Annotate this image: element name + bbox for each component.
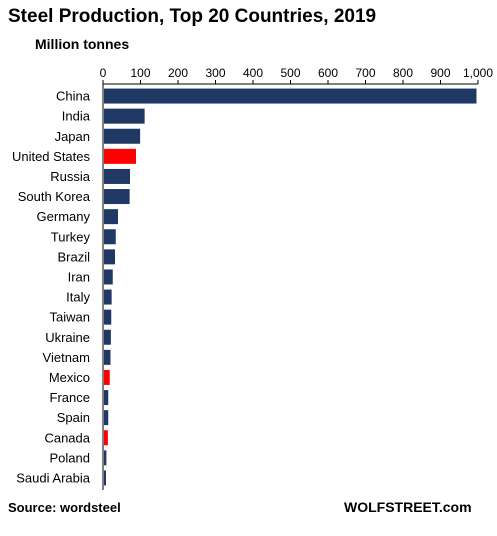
bar	[104, 209, 118, 225]
category-label: South Korea	[18, 189, 91, 204]
x-tick-label: 300	[205, 66, 225, 80]
bar	[104, 269, 113, 285]
x-tick-label: 1,000	[463, 66, 493, 80]
bar	[104, 349, 111, 365]
category-label: Saudi Arabia	[16, 470, 90, 485]
x-tick-label: 0	[100, 66, 107, 80]
x-tick-label: 500	[280, 66, 300, 80]
bar	[104, 148, 136, 164]
brand-label: WOLFSTREET.com	[344, 499, 472, 515]
category-label: Iran	[68, 269, 90, 284]
x-tick-label: 900	[430, 66, 450, 80]
bar	[104, 329, 111, 345]
bar	[104, 88, 477, 104]
bar	[104, 189, 130, 205]
category-label: Italy	[66, 290, 90, 305]
category-label: Japan	[55, 129, 90, 144]
bar	[104, 470, 106, 486]
category-label: Canada	[44, 430, 90, 445]
bar	[104, 390, 109, 406]
bar	[104, 249, 115, 265]
bar	[104, 168, 130, 184]
bar	[104, 108, 145, 124]
category-label: Turkey	[51, 229, 91, 244]
bar	[104, 289, 112, 305]
x-tick-label: 600	[318, 66, 338, 80]
x-tick-label: 700	[355, 66, 375, 80]
bar	[104, 410, 109, 426]
category-label: Brazil	[57, 249, 90, 264]
category-label: Taiwan	[50, 310, 90, 325]
source-note: Source: wordsteel	[8, 500, 121, 515]
category-label: India	[62, 109, 91, 124]
category-label: France	[50, 390, 90, 405]
chart-subtitle: Million tonnes	[35, 36, 130, 52]
category-label: Russia	[50, 169, 91, 184]
bar	[104, 128, 141, 144]
x-axis-ticks: 0 100 200 300 400 500 600 700 800 900 1,000	[100, 66, 493, 84]
category-label: Vietnam	[43, 350, 90, 365]
x-tick-label: 100	[130, 66, 150, 80]
category-label: Poland	[50, 450, 90, 465]
x-tick-label: 800	[393, 66, 413, 80]
category-labels: China India Japan United States Russia South …	[12, 89, 91, 486]
axes	[102, 83, 478, 490]
category-label: Mexico	[49, 370, 90, 385]
bar	[104, 309, 112, 325]
bar	[104, 450, 107, 466]
chart-title: Steel Production, Top 20 Countries, 2019	[8, 6, 377, 27]
x-tick-label: 200	[168, 66, 188, 80]
category-label: Spain	[57, 410, 90, 425]
bar	[104, 229, 116, 245]
bar	[104, 369, 110, 385]
bars	[104, 88, 477, 486]
category-label: Ukraine	[45, 330, 90, 345]
category-label: Germany	[37, 209, 91, 224]
x-tick-label: 400	[243, 66, 263, 80]
category-label: United States	[12, 149, 91, 164]
bar	[104, 430, 108, 446]
category-label: China	[56, 89, 91, 104]
